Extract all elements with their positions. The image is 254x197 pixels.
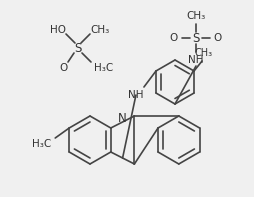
Text: O: O [59,63,67,73]
Text: H₃C: H₃C [31,139,51,149]
Text: H₃C: H₃C [94,63,114,73]
Text: HO: HO [50,25,66,35]
Text: NH: NH [128,90,144,100]
Text: S: S [74,42,82,55]
Text: CH₃: CH₃ [186,11,206,21]
Text: O: O [214,33,222,43]
Text: CH₃: CH₃ [195,48,213,58]
Text: N: N [118,112,127,125]
Text: S: S [192,32,200,45]
Text: CH₃: CH₃ [90,25,110,35]
Text: NH: NH [188,55,204,65]
Text: O: O [170,33,178,43]
